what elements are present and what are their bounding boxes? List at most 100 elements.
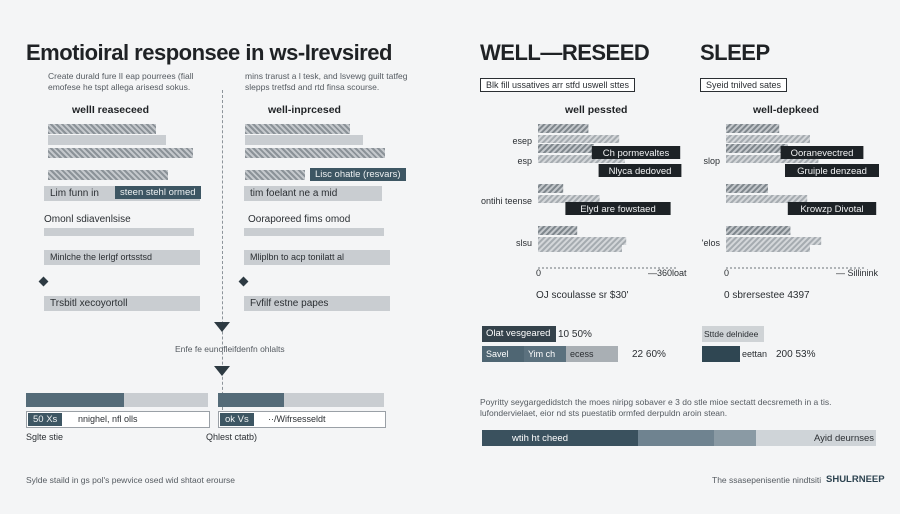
sleep-bar-extra (726, 244, 810, 252)
svg-text:Ch pormevaltes: Ch pormevaltes (603, 148, 670, 159)
bottom-a-box (26, 411, 210, 428)
well-bar-a-1 (538, 144, 594, 153)
sleep-callout-0: Ooranevectred (780, 146, 864, 159)
well-stat-2-value: 22 60% (632, 349, 666, 360)
description-paragraph: Poyritty seygargedidstch the moes niripg… (480, 397, 832, 418)
sleep-axis-max: — Sillinink (836, 268, 879, 278)
well-caption: OJ scoulasse sr $30' (536, 290, 629, 301)
col-b-row-2-bar (244, 228, 384, 236)
sleep-bar-b-1 (726, 155, 819, 163)
bottom-a-bar-dark (26, 393, 124, 407)
left-desc-b: mins trarust a l tesk, and lsvewg guilt … (245, 71, 408, 92)
svg-text:Krowzp Divotal: Krowzp Divotal (800, 204, 863, 215)
well-callout-2: Elyd are fowstaed (565, 202, 671, 215)
bottom-b-bar-dark (218, 393, 284, 407)
sleep-bar-b-3 (726, 237, 822, 245)
sleep-stat-1-label: Sttde delnidee (702, 326, 764, 342)
well-bar-extra (538, 244, 622, 252)
well-stat-1-label: Olat vesgeared (482, 326, 556, 342)
well-bar-b-1 (538, 155, 625, 163)
bottom-gradient-seg-1 (482, 430, 638, 446)
flow-arrow-1-icon (214, 322, 230, 332)
well-bar-a-0 (538, 124, 589, 133)
flow-label: Enfe fe eunofleifdenfn ohlalts (175, 344, 285, 354)
well-ylabel-0: esep (512, 136, 532, 146)
bottom-bar-left-label: wtih ht cheed (512, 433, 568, 444)
left-title: Emotioiral responsee in ws-Irevsired (26, 40, 392, 65)
svg-text:Gruiple denzead: Gruiple denzead (797, 166, 867, 177)
well-bar-a-3 (538, 226, 578, 235)
sleep-header: well-depkeed (753, 104, 819, 116)
well-bar-b-3 (538, 237, 627, 245)
col-a-bar-4 (48, 170, 168, 180)
well-stat-2-label2: Yim ch (524, 346, 570, 362)
sleep-ylabel-1: slop (703, 156, 720, 166)
bottom-bar-right-label: Ayid deurnses (814, 433, 875, 444)
col-b-bar-4 (245, 170, 305, 180)
col-b-tag: Lisc ohatle (resvars) (310, 168, 406, 181)
col-b-bar-1 (245, 124, 350, 134)
well-ylabel-2: ontihi teense (481, 196, 532, 206)
center-divider (222, 90, 223, 420)
bottom-b-box (218, 411, 386, 428)
col-a-bar-2 (48, 135, 166, 145)
col-a-row-2: Omonl sdiavenlsise (44, 214, 131, 225)
bottom-b-label: Qhlest ctatb) (206, 432, 258, 442)
sleep-chart: slop 'elos Ooranevectred Gruiple denzead Kro… (702, 124, 879, 278)
sleep-bar-a-3 (726, 226, 791, 235)
sleep-callout-2: Krowzp Divotal (787, 202, 877, 215)
col-a-tag: steen stehl ormed (115, 186, 201, 199)
well-axis-min: 0 (536, 268, 541, 278)
bottom-gradient-bar (482, 430, 876, 446)
footer-brand: SHULRNEEP (826, 474, 885, 485)
bottom-b-text: ··/Wifrsesseldt (268, 414, 326, 424)
footer-right-text: The ssasepenisentie nindtsiti (712, 475, 822, 485)
flow-arrow-2-icon (214, 366, 230, 376)
bottom-a-text: nnighel, nfl olls (78, 414, 138, 424)
bottom-a-bar-light (124, 393, 208, 407)
bottom-gradient-seg-3 (714, 430, 756, 446)
bottom-b-tag: ok Vs (220, 413, 254, 426)
sleep-callout-1: Gruiple denzead (785, 164, 879, 177)
sleep-bar-a-0 (726, 124, 780, 133)
well-axis-max: —360loat (648, 268, 687, 278)
svg-text:Nlyca dedoved: Nlyca dedoved (609, 166, 672, 177)
well-stat-2-label3: ecess (566, 346, 618, 362)
well-stat-1-value: 10 50% (558, 329, 592, 340)
col-b-row-4: Fvfilf estne papes (244, 296, 390, 311)
well-header: well pessted (565, 104, 628, 116)
sleep-bar-b-2 (726, 195, 808, 203)
sleep-bar-b-0 (726, 135, 810, 143)
bottom-b-bar-light (284, 393, 384, 407)
well-stat-2-label: Savel (482, 346, 528, 362)
left-desc-a: Create durald fure lI eap pourrees (fial… (48, 71, 194, 92)
sleep-stat-2-value: 200 53% (776, 349, 816, 360)
well-bar-a-2 (538, 184, 564, 193)
col-b-row-1: tim foelant ne a mid (244, 186, 382, 201)
col-a-bar-1 (48, 124, 156, 134)
sleep-title: SLEEP (700, 40, 770, 65)
svg-text:Ooranevectred: Ooranevectred (791, 148, 854, 159)
col-a-header: wellI reaseceed (72, 104, 150, 116)
bottom-gradient-seg-2 (638, 430, 714, 446)
well-ylabel-3: slsu (516, 238, 532, 248)
col-b-diamond-icon (238, 276, 249, 287)
sleep-bar-a-1 (726, 144, 788, 153)
well-callout-0: Ch pormevaltes (591, 146, 681, 159)
footer-left: Sylde staild in gs pol's pewvice osed wi… (26, 475, 236, 485)
well-title: WELL—RESEED (480, 40, 650, 65)
well-callout-1: Nlyca dedoved (598, 164, 682, 177)
well-chart: esep esp ontihi teense slsu Ch pormevaltes Nl… (481, 124, 687, 278)
well-ylabel-1: esp (517, 156, 532, 166)
col-b-row-3: Mliplbn to acp tonilatt al (244, 250, 390, 265)
col-b-bar-2 (245, 135, 363, 145)
col-a-row-2-bar (44, 228, 194, 236)
well-tag: Blk fill ussatives arr stfd uswell sttes (480, 78, 636, 92)
col-b-row-2: Ooraporeed fims omod (248, 214, 351, 225)
col-a-row-4: Trsbitl xecoyortoll (44, 296, 200, 311)
bottom-a-tag: 50 Xs (28, 413, 63, 426)
bottom-a-label: Sglte stie (26, 432, 64, 442)
sleep-tag: Syeid tnilved sates (700, 78, 788, 92)
sleep-ylabel-3: 'elos (702, 238, 721, 248)
well-bar-b-2 (538, 195, 600, 203)
